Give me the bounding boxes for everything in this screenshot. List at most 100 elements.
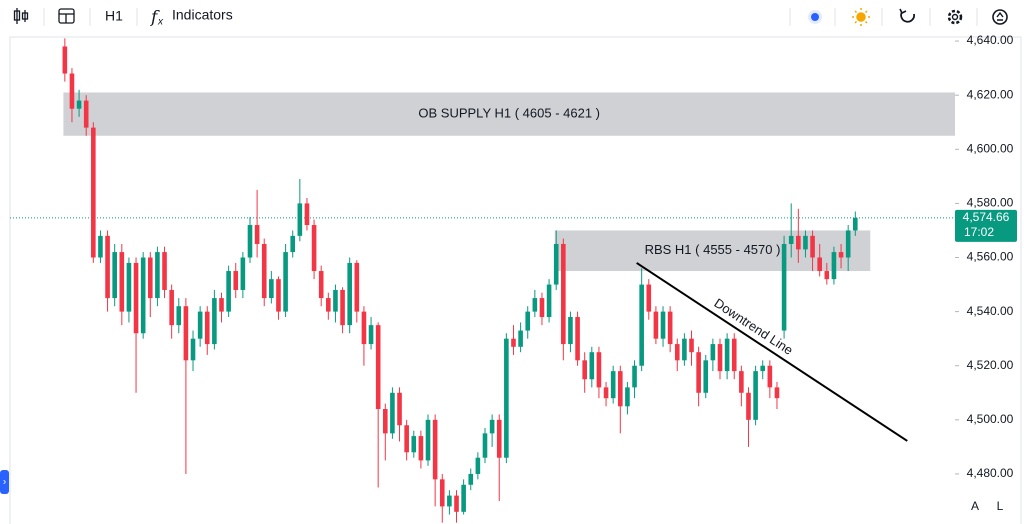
candle-body xyxy=(504,338,509,458)
candle-body xyxy=(69,73,75,109)
reset-button[interactable] xyxy=(900,11,915,23)
candle-body xyxy=(646,284,652,312)
candle-body xyxy=(632,365,637,388)
trendline xyxy=(636,262,908,442)
indicators-button[interactable]: Indicators xyxy=(172,7,233,23)
candle-body xyxy=(639,284,644,366)
candle-body xyxy=(390,392,395,434)
side-panel-toggle[interactable] xyxy=(0,470,9,494)
candle-body xyxy=(83,100,89,128)
candle-body xyxy=(845,230,851,258)
candle-body xyxy=(382,409,388,434)
candle-body xyxy=(603,387,609,399)
candle-body xyxy=(169,289,174,326)
candle-body xyxy=(254,225,260,244)
countdown-label: 17:02 xyxy=(964,225,994,239)
candle-body xyxy=(347,262,352,326)
candle-body xyxy=(539,298,545,318)
candle-body xyxy=(261,243,267,299)
candle-body xyxy=(425,419,431,461)
candle-body xyxy=(190,338,196,361)
candle-body xyxy=(219,298,224,312)
y-tick-label: 4,640.00 xyxy=(967,33,1014,47)
candle-body xyxy=(546,284,552,318)
candle-body xyxy=(468,473,474,485)
reset-icon xyxy=(899,8,907,15)
candle-body xyxy=(461,484,466,512)
candle-body xyxy=(660,311,666,339)
candle-body xyxy=(368,325,374,345)
sync-button[interactable] xyxy=(992,9,1008,25)
candle-body xyxy=(753,371,758,420)
candle-body xyxy=(283,252,288,312)
candle-body xyxy=(411,436,417,453)
settings-button[interactable] xyxy=(947,9,963,25)
candle-body xyxy=(746,392,751,420)
candle-body xyxy=(105,235,110,299)
candle-body xyxy=(575,317,580,361)
candle-body xyxy=(582,360,587,380)
candle-body xyxy=(290,235,296,253)
candle-body xyxy=(610,371,616,399)
candle-body xyxy=(397,392,402,426)
candle-body xyxy=(276,279,281,312)
candle-body xyxy=(454,495,459,512)
chart-type-button[interactable] xyxy=(13,8,29,24)
candle-body xyxy=(682,338,687,361)
log-scale-button[interactable] xyxy=(990,497,1010,517)
candle-body xyxy=(674,344,680,361)
candle-body xyxy=(155,252,160,299)
candle-body xyxy=(404,425,409,453)
candle-body xyxy=(803,235,808,250)
candle-body xyxy=(653,311,659,339)
candle-body xyxy=(703,360,709,393)
candle-body xyxy=(333,289,338,312)
y-tick-label: 4,500.00 xyxy=(967,412,1014,426)
candle-body xyxy=(596,352,602,388)
candle-body xyxy=(831,252,837,280)
candle-body xyxy=(788,235,794,244)
candle-body xyxy=(796,235,801,250)
candle-body xyxy=(76,100,82,109)
candle-body xyxy=(62,46,68,74)
templates-button[interactable] xyxy=(58,8,75,24)
candle-body xyxy=(853,217,858,231)
y-tick-label: 4,540.00 xyxy=(967,304,1014,318)
last-price-box xyxy=(955,209,1017,242)
candle-body xyxy=(667,311,673,345)
candle-body xyxy=(340,289,345,326)
candle-body xyxy=(226,271,231,312)
candle-body xyxy=(162,252,167,290)
auto-scale-button[interactable] xyxy=(965,497,985,517)
timeframe-button[interactable]: H1 xyxy=(105,8,123,24)
candle-body xyxy=(140,257,146,334)
candle-body xyxy=(361,311,367,345)
candle-body xyxy=(233,271,239,290)
auto-scale-label: A xyxy=(971,499,979,513)
candle-body xyxy=(739,371,744,393)
candle-body xyxy=(297,203,303,236)
y-tick-label: 4,580.00 xyxy=(967,196,1014,210)
theme-button[interactable] xyxy=(852,8,870,26)
candle-body xyxy=(375,325,381,410)
candle-body xyxy=(311,225,317,272)
fx-icon: x xyxy=(157,17,164,28)
candle-body xyxy=(689,338,694,353)
candle-body xyxy=(817,257,822,272)
y-tick-label: 4,620.00 xyxy=(967,87,1014,101)
zone xyxy=(63,92,955,136)
candle-body xyxy=(204,311,210,345)
candle-body xyxy=(568,317,573,345)
candle-body xyxy=(561,243,566,345)
candle-body xyxy=(247,225,253,258)
candle-body xyxy=(518,330,523,347)
candle-body xyxy=(717,344,723,372)
y-tick-label: 4,520.00 xyxy=(967,358,1014,372)
log-scale-label: L xyxy=(997,499,1004,513)
candle-body xyxy=(447,495,452,507)
candle-body xyxy=(696,352,701,393)
candle-body xyxy=(126,262,132,312)
last-price-label: 4,574.66 xyxy=(963,210,1010,224)
candle-body xyxy=(432,419,438,480)
y-tick-label: 4,600.00 xyxy=(967,141,1014,155)
